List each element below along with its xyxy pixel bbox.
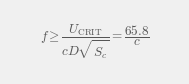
Text: $f \geq \dfrac{U_{\mathrm{CRIT}}}{cD\sqrt{S_c}} = \dfrac{65.8}{c}$: $f \geq \dfrac{U_{\mathrm{CRIT}}}{cD\sqr… [40, 23, 149, 61]
